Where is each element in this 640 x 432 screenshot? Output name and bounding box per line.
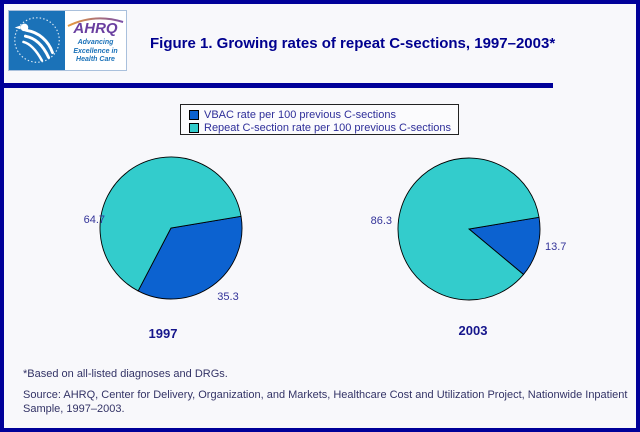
data-label-1997-repeat: 64.7 xyxy=(83,214,105,226)
ahrq-tagline: Advancing Excellence in Health Care xyxy=(73,39,118,63)
pie-slice-1997-0 xyxy=(137,215,243,300)
pie-slice-2003-0 xyxy=(467,216,541,276)
legend-label-repeat: Repeat C-section rate per 100 previous C… xyxy=(204,121,452,134)
pie-title-1997: 1997 xyxy=(148,326,178,341)
pie-slice-2003-1 xyxy=(397,157,540,301)
pie-chart-2003 xyxy=(397,157,541,301)
pie-title-2003: 2003 xyxy=(458,323,488,338)
ahrq-arc-icon xyxy=(67,17,124,27)
ahrq-hhs-logo: AHRQ Advancing Excellence in Health Care xyxy=(8,10,127,71)
legend-swatch-repeat xyxy=(189,122,199,133)
legend-swatch-vbac xyxy=(189,109,199,120)
legend-label-vbac: VBAC rate per 100 previous C-sections xyxy=(204,108,396,121)
ahrq-logo: AHRQ Advancing Excellence in Health Care xyxy=(65,11,126,70)
data-label-2003-repeat: 86.3 xyxy=(370,215,392,227)
hhs-logo xyxy=(9,11,65,70)
figure-title: Figure 1. Growing rates of repeat C-sect… xyxy=(150,35,556,52)
legend-item-repeat: Repeat C-section rate per 100 previous C… xyxy=(189,121,454,134)
source-citation: Source: AHRQ, Center for Delivery, Organ… xyxy=(23,389,628,415)
header-divider xyxy=(0,83,553,88)
data-label-1997-vbac: 35.3 xyxy=(217,291,239,303)
legend-item-vbac: VBAC rate per 100 previous C-sections xyxy=(189,108,454,121)
pie-chart-1997 xyxy=(99,156,243,300)
data-label-2003-vbac: 13.7 xyxy=(545,241,567,253)
chart-legend: VBAC rate per 100 previous C-sections Re… xyxy=(180,104,459,135)
pie-slice-1997-1 xyxy=(99,156,242,292)
ahrq-wordmark: AHRQ xyxy=(73,20,118,37)
footnote: *Based on all-listed diagnoses and DRGs. xyxy=(23,368,228,380)
hhs-eagle-icon xyxy=(9,11,65,70)
